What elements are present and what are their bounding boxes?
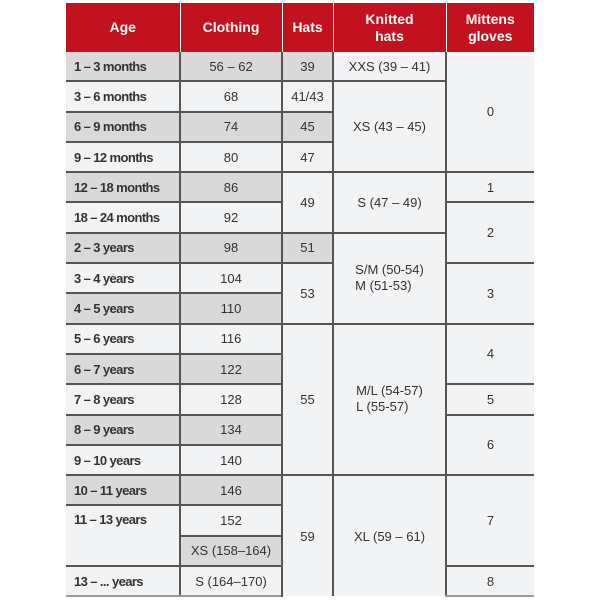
- table-row: 6 – 7 years 122: [66, 352, 534, 385]
- age-cell: 6 – 7 years: [66, 352, 180, 385]
- hats-cell: 49: [281, 171, 333, 233]
- table-row: 13 – ... years S (164–170) 8: [66, 565, 534, 598]
- header-knitted-hats: Knitted hats: [332, 3, 446, 52]
- clothing-cell: 116: [179, 322, 282, 354]
- mittens-cell: 7: [445, 474, 534, 567]
- table-row: 1 – 3 months 56 – 62 39 XXS (39 – 41) 0: [66, 52, 534, 173]
- header-mittens-line1: Mittens: [465, 10, 515, 27]
- clothing-cell: 152: [179, 504, 282, 536]
- table-row: 3 – 6 months 68 41/43 XS (43 – 45): [66, 80, 534, 173]
- hats-cell: 59: [281, 474, 333, 597]
- clothing-cell: 128: [179, 383, 282, 415]
- table-row: 11 – 13 years 152: [66, 504, 534, 567]
- knitted-line: S/M (50-54): [355, 262, 424, 278]
- knitted-hats-cell: XS (43 – 45): [332, 80, 446, 173]
- clothing-cell: 98: [179, 231, 282, 264]
- table-row: 7 – 8 years 128 5: [66, 383, 534, 415]
- mittens-cell: 2: [445, 201, 534, 264]
- age-cell: 12 – 18 months: [66, 171, 180, 203]
- age-cell: 5 – 6 years: [66, 322, 180, 354]
- clothing-cell: 122: [179, 352, 282, 385]
- age-cell: 11 – 13 years: [66, 504, 180, 567]
- table-row: 5 – 6 years 116 55 M/L (54-57) L (55-57) …: [66, 322, 534, 476]
- knitted-line: L (55-57): [356, 399, 409, 415]
- table-row: 18 – 24 months 92 2: [66, 201, 534, 264]
- age-cell: 6 – 9 months: [66, 110, 180, 142]
- mittens-cell: 5: [445, 383, 534, 415]
- mittens-cell: 6: [445, 413, 534, 476]
- size-chart-table: Age Clothing Hats Knitted hats Mittens glo…: [66, 3, 534, 598]
- table-row: 8 – 9 years 134 6: [66, 413, 534, 476]
- hats-cell: 53: [281, 262, 333, 324]
- knitted-hats-cell: S (47 – 49): [332, 171, 446, 233]
- header-mittens-line2: gloves: [468, 27, 513, 44]
- hats-cell: 41/43: [281, 80, 333, 112]
- knitted-hats-cell: S/M (50-54) M (51-53): [332, 231, 446, 324]
- clothing-cell: 104: [179, 262, 282, 294]
- knitted-line: M (51-53): [355, 278, 412, 294]
- clothing-cell: 74: [179, 110, 282, 142]
- mittens-cell: 4: [445, 322, 534, 385]
- table-row: 3 – 4 years 104 53 3: [66, 262, 534, 324]
- knitted-line: M/L (54-57): [356, 383, 423, 399]
- header-clothing: Clothing: [179, 3, 282, 52]
- table-row: XS (158–164): [66, 534, 534, 567]
- clothing-cell: 140: [179, 443, 282, 476]
- header-hats: Hats: [281, 3, 333, 52]
- hats-cell: 51: [281, 231, 333, 264]
- table-row: 6 – 9 months 74 45: [66, 110, 534, 142]
- age-cell: 9 – 10 years: [66, 443, 180, 476]
- header-age: Age: [66, 3, 180, 52]
- clothing-cell: 134: [179, 413, 282, 445]
- mittens-cell: 0: [445, 52, 534, 173]
- header-knitted-line2: hats: [375, 27, 404, 44]
- age-cell: 1 – 3 months: [66, 52, 180, 82]
- age-cell: 3 – 6 months: [66, 80, 180, 112]
- clothing-cell: 56 – 62: [179, 52, 282, 82]
- clothing-cell: 92: [179, 201, 282, 233]
- clothing-cell: 146: [179, 474, 282, 506]
- clothing-cell: 86: [179, 171, 282, 203]
- age-cell: 13 – ... years: [66, 565, 180, 598]
- table-row: 2 – 3 years 98 51 S/M (50-54) M (51-53): [66, 231, 534, 324]
- header-row: Age Clothing Hats Knitted hats Mittens glo…: [66, 3, 534, 52]
- age-cell: 2 – 3 years: [66, 231, 180, 264]
- mittens-cell: 1: [445, 171, 534, 203]
- clothing-cell: S (164–170): [179, 565, 282, 598]
- table-row: 10 – 11 years 146 59 XL (59 – 61) 7: [66, 474, 534, 597]
- mittens-cell: 8: [445, 565, 534, 598]
- knitted-hats-cell: XL (59 – 61): [332, 474, 446, 597]
- table-row: 4 – 5 years 110: [66, 292, 534, 324]
- mittens-cell: 3: [445, 262, 534, 324]
- hats-cell: 39: [281, 52, 333, 82]
- clothing-cell: 110: [179, 292, 282, 324]
- knitted-hats-cell: M/L (54-57) L (55-57): [332, 322, 446, 476]
- age-cell: 18 – 24 months: [66, 201, 180, 233]
- knitted-hats-cell: XXS (39 – 41): [332, 52, 446, 82]
- clothing-cell: 80: [179, 140, 282, 173]
- age-cell: 8 – 9 years: [66, 413, 180, 445]
- table-row: 12 – 18 months 86 49 S (47 – 49) 1: [66, 171, 534, 233]
- table-row: 9 – 10 years 140: [66, 443, 534, 476]
- hats-cell: 47: [281, 140, 333, 173]
- hats-cell: 55: [281, 322, 333, 476]
- age-cell: 3 – 4 years: [66, 262, 180, 294]
- clothing-cell: 68: [179, 80, 282, 112]
- header-knitted-line1: Knitted: [365, 10, 414, 27]
- age-cell: 9 – 12 months: [66, 140, 180, 173]
- age-cell: 7 – 8 years: [66, 383, 180, 415]
- clothing-cell: XS (158–164): [179, 534, 282, 567]
- age-cell: 10 – 11 years: [66, 474, 180, 506]
- table-row: 9 – 12 months 80 47: [66, 140, 534, 173]
- age-cell: 4 – 5 years: [66, 292, 180, 324]
- header-mittens-gloves: Mittens gloves: [445, 3, 534, 52]
- hats-cell: 45: [281, 110, 333, 142]
